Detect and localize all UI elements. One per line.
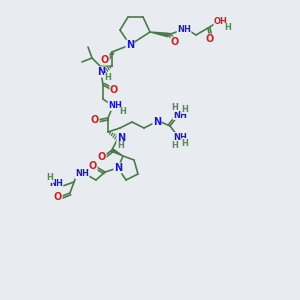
Text: O: O: [110, 85, 118, 95]
Text: NH: NH: [173, 133, 187, 142]
Text: NH: NH: [177, 26, 191, 34]
Text: H: H: [182, 104, 188, 113]
Text: N: N: [153, 117, 161, 127]
Text: NH: NH: [75, 169, 89, 178]
Text: O: O: [98, 152, 106, 162]
Text: O: O: [206, 34, 214, 44]
Polygon shape: [111, 149, 123, 156]
Text: N: N: [97, 67, 105, 77]
Text: O: O: [171, 37, 179, 47]
Text: NH: NH: [49, 179, 63, 188]
Text: O: O: [89, 161, 97, 171]
Text: O: O: [54, 192, 62, 202]
Text: H: H: [225, 23, 231, 32]
Text: H: H: [182, 139, 188, 148]
Text: NH: NH: [173, 110, 187, 119]
Text: N: N: [114, 163, 122, 173]
Text: O: O: [91, 115, 99, 125]
Text: H: H: [46, 173, 53, 182]
Text: N: N: [126, 40, 134, 50]
Text: OH: OH: [214, 17, 228, 26]
Text: H: H: [172, 140, 178, 149]
Text: H: H: [172, 103, 178, 112]
Text: H: H: [105, 74, 111, 82]
Polygon shape: [150, 32, 168, 37]
Text: H: H: [120, 107, 126, 116]
Text: N: N: [117, 133, 125, 143]
Text: O: O: [101, 55, 109, 65]
Text: NH: NH: [108, 101, 122, 110]
Text: H: H: [118, 142, 124, 151]
